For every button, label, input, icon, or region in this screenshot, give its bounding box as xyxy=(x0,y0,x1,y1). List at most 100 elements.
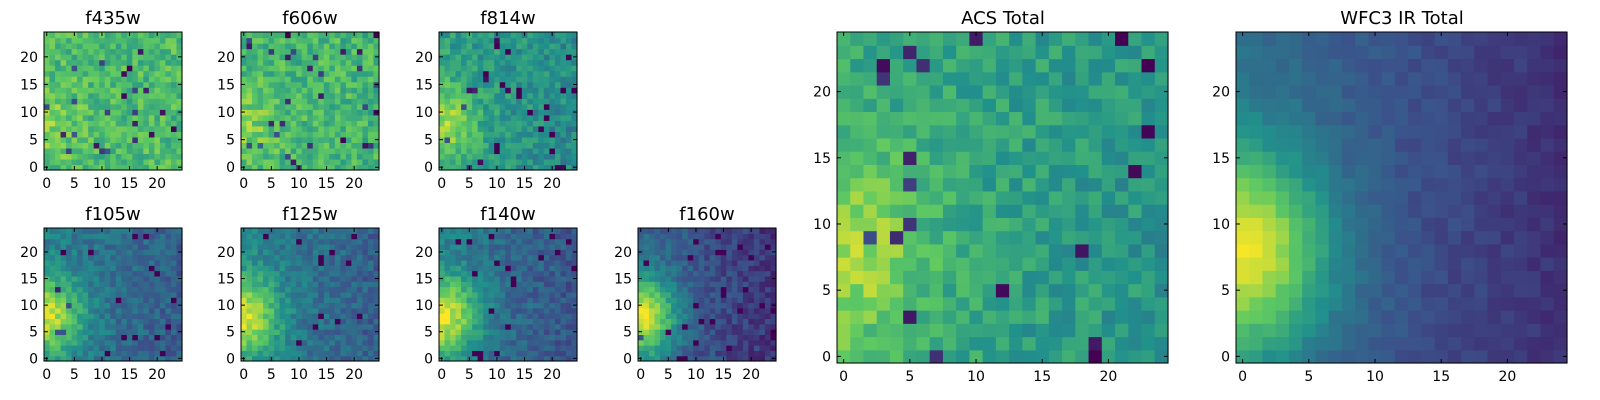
heatmap-cell xyxy=(726,254,733,261)
heatmap-cell xyxy=(279,350,286,357)
heatmap-cell xyxy=(466,313,473,320)
heatmap-cell xyxy=(850,204,865,218)
heatmap-cell xyxy=(889,283,904,298)
heatmap-cell xyxy=(312,249,319,256)
heatmap-cell xyxy=(60,76,67,83)
heatmap-cell xyxy=(351,313,358,320)
heatmap-cell xyxy=(263,286,270,293)
heatmap-cell xyxy=(660,291,667,298)
heatmap-cell xyxy=(99,43,106,50)
heatmap-cell xyxy=(340,43,347,50)
heatmap-cell xyxy=(165,92,172,99)
heatmap-cell xyxy=(143,48,150,55)
heatmap-cell xyxy=(571,259,578,266)
heatmap-cell xyxy=(246,323,253,330)
heatmap-cell xyxy=(154,323,161,330)
heatmap-cell xyxy=(720,275,727,282)
heatmap-cell xyxy=(643,339,650,346)
heatmap-cell xyxy=(483,109,490,116)
heatmap-cell xyxy=(77,164,84,171)
heatmap-cell xyxy=(770,339,777,346)
heatmap-cell xyxy=(676,329,683,335)
heatmap-cell xyxy=(1009,243,1023,258)
heatmap-cell xyxy=(285,339,292,346)
heatmap-cell xyxy=(115,147,122,155)
heatmap-cell xyxy=(110,281,117,288)
heatmap-cell xyxy=(373,142,380,149)
heatmap-cell xyxy=(176,350,183,357)
heatmap-cell xyxy=(329,92,336,99)
heatmap-cell xyxy=(715,259,722,266)
heatmap-cell xyxy=(55,307,62,314)
heatmap-cell xyxy=(1141,257,1156,271)
heatmap-cell xyxy=(554,297,562,304)
heatmap-cell xyxy=(252,109,259,116)
heatmap-cell xyxy=(538,54,545,61)
heatmap-cell xyxy=(121,109,128,116)
heatmap-cell xyxy=(903,296,918,311)
heatmap-cell xyxy=(726,334,733,341)
heatmap-cell xyxy=(554,249,562,256)
heatmap-cell xyxy=(565,233,573,240)
heatmap-cell xyxy=(560,81,567,88)
heatmap-cell xyxy=(323,98,330,105)
heatmap-cell xyxy=(532,350,539,357)
heatmap-cell xyxy=(55,329,62,335)
heatmap-cell xyxy=(340,109,347,116)
heatmap-cell xyxy=(876,323,891,338)
heatmap-cell xyxy=(137,259,144,266)
heatmap-cell xyxy=(488,302,495,309)
heatmap-cell xyxy=(44,131,51,138)
heatmap-cell xyxy=(444,43,451,50)
heatmap-cell xyxy=(450,54,457,61)
heatmap-cell xyxy=(527,147,534,155)
heatmap-cell xyxy=(565,54,573,61)
heatmap-cell xyxy=(521,318,528,325)
heatmap-cell xyxy=(329,249,336,256)
heatmap-cell xyxy=(307,92,314,99)
heatmap-cell xyxy=(770,270,777,277)
heatmap-cell xyxy=(1141,243,1156,258)
heatmap-cell xyxy=(329,153,336,160)
heatmap-cell xyxy=(290,302,297,309)
heatmap-cell xyxy=(461,125,468,132)
heatmap-cell xyxy=(477,37,484,44)
heatmap-cell xyxy=(285,307,292,314)
heatmap-cell xyxy=(82,109,89,116)
heatmap-cell xyxy=(132,153,139,160)
heatmap-cell xyxy=(257,334,264,341)
heatmap-cell xyxy=(137,238,144,245)
heatmap-cell xyxy=(367,233,375,240)
heatmap-cell xyxy=(110,158,117,166)
heatmap-cell xyxy=(538,323,545,330)
heatmap-cell xyxy=(903,190,918,205)
heatmap-cell xyxy=(329,103,336,110)
heatmap-cell xyxy=(472,323,479,330)
heatmap-cell xyxy=(477,153,484,160)
heatmap-cell xyxy=(77,76,84,83)
heatmap-cell xyxy=(483,103,490,110)
heatmap-cell xyxy=(263,142,270,149)
heatmap-cell xyxy=(439,233,446,240)
heatmap-cell xyxy=(307,265,314,272)
heatmap-cell xyxy=(527,37,534,44)
heatmap-cell xyxy=(554,32,562,39)
heatmap-cell xyxy=(246,158,253,166)
heatmap-cell xyxy=(329,334,336,341)
heatmap-cell xyxy=(444,339,451,346)
heatmap-cell xyxy=(554,54,562,61)
heatmap-cell xyxy=(1075,204,1090,218)
heatmap-cell xyxy=(549,334,556,341)
heatmap-cell xyxy=(82,114,89,121)
heatmap-cell xyxy=(159,249,167,256)
heatmap-cell xyxy=(279,329,286,335)
heatmap-cell xyxy=(88,103,95,110)
heatmap-cell xyxy=(720,313,727,320)
heatmap-cell xyxy=(466,233,473,240)
heatmap-cell xyxy=(549,158,556,166)
heatmap-cell xyxy=(499,302,506,309)
heatmap-cell xyxy=(693,350,700,357)
heatmap-cell xyxy=(439,297,446,304)
heatmap-cell xyxy=(565,345,573,351)
heatmap-cell xyxy=(521,307,528,314)
